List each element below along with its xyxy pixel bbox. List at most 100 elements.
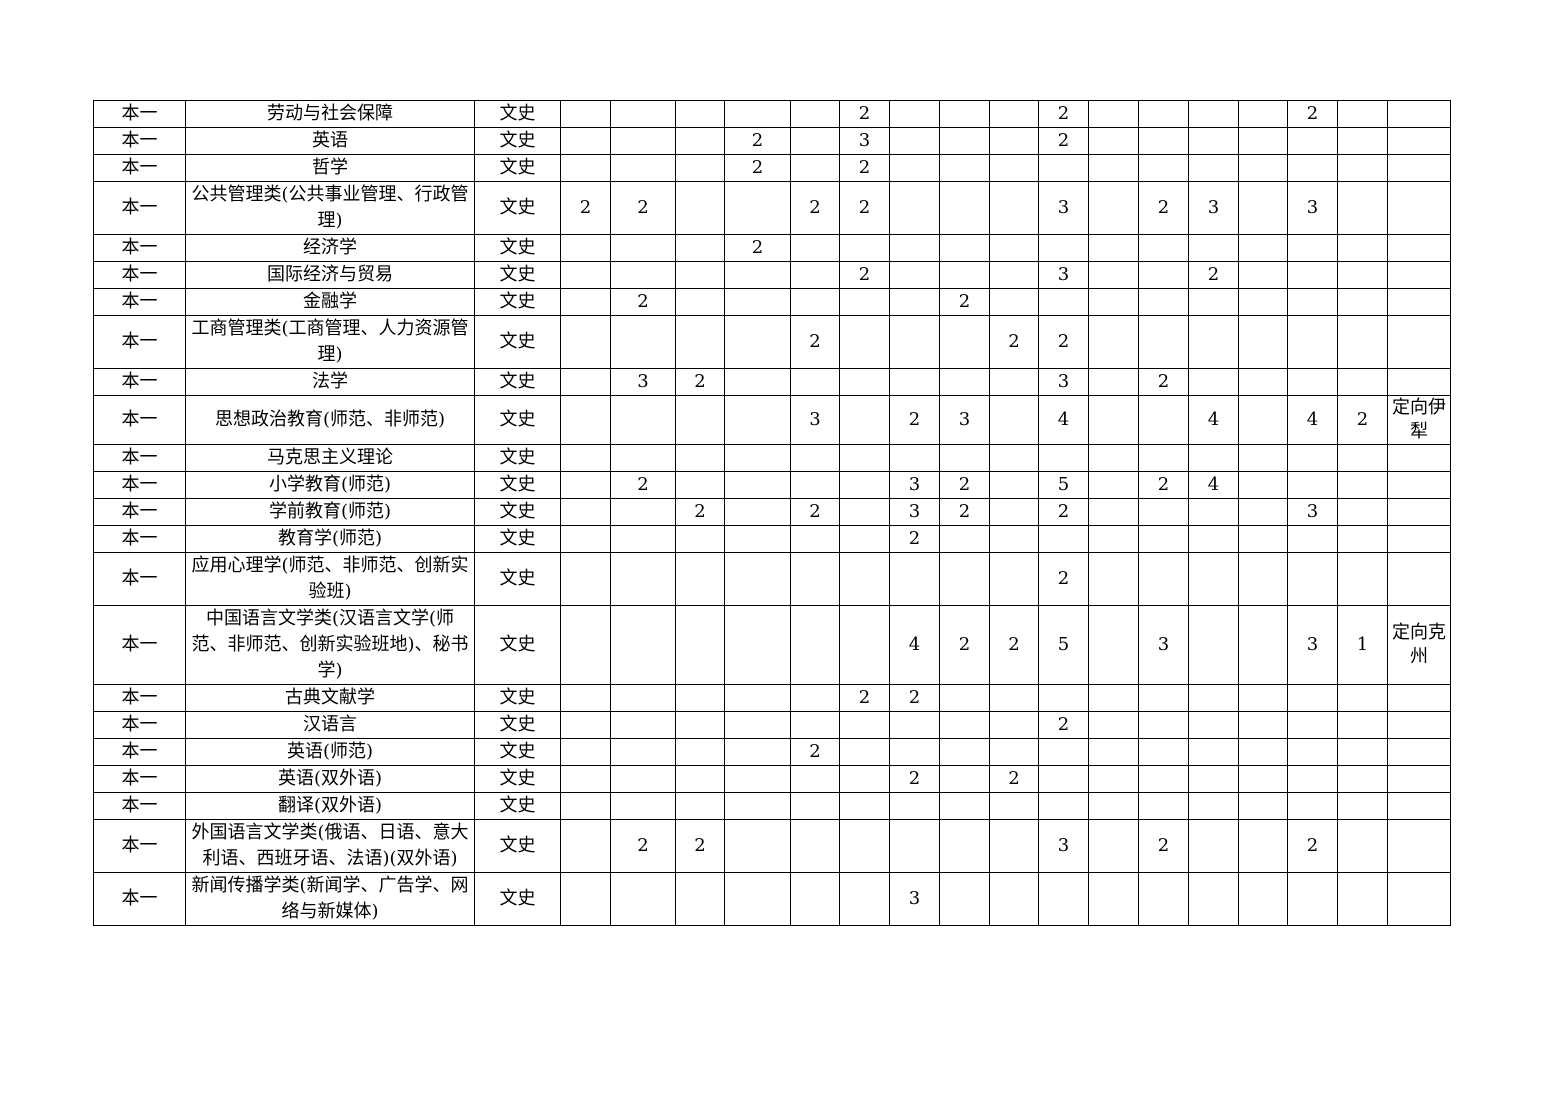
quota-cell xyxy=(560,154,611,182)
table-row: 本一 工商管理类(工商管理、人力资源管理) 文史 2 2 2 xyxy=(93,315,1451,369)
level-cell: 本一 xyxy=(93,605,186,685)
quota-cell xyxy=(1188,315,1239,369)
quota-cell xyxy=(839,792,890,820)
major-cell: 中国语言文学类(汉语言文学(师范、非师范、创新实验班地)、秘书学) xyxy=(185,605,475,685)
quota-cell xyxy=(939,315,990,369)
table-row: 本一 应用心理学(师范、非师范、创新实验班) 文史 2 xyxy=(93,552,1451,606)
quota-cell xyxy=(839,738,890,766)
quota-cell xyxy=(610,738,676,766)
quota-cell xyxy=(839,819,890,873)
quota-cell xyxy=(675,234,725,262)
quota-cell xyxy=(1287,315,1338,369)
quota-cell xyxy=(1287,684,1338,712)
category-cell: 文史 xyxy=(474,525,561,553)
quota-cell xyxy=(1238,444,1288,472)
quota-cell xyxy=(610,552,676,606)
remark-cell xyxy=(1387,154,1451,182)
quota-cell xyxy=(1287,261,1338,289)
quota-cell xyxy=(1238,765,1288,793)
quota-cell xyxy=(1287,154,1338,182)
table-row: 本一 英语(师范) 文史 2 xyxy=(93,738,1451,766)
quota-cell xyxy=(610,127,676,155)
table-row: 本一 思想政治教育(师范、非师范) 文史 3 2 3 4 4 4 2 定向伊犁 xyxy=(93,395,1451,445)
quota-cell: 5 xyxy=(1038,605,1089,685)
quota-cell xyxy=(1238,181,1288,235)
quota-cell xyxy=(724,444,791,472)
table-body: 本一 劳动与社会保障 文史 2 2 2 本一 英语 文史 2 3 2 本一 哲学 文史 2 2 本一 公共管理类(公… xyxy=(93,100,1451,926)
quota-cell xyxy=(790,525,840,553)
quota-cell xyxy=(610,792,676,820)
table-row: 本一 古典文献学 文史 2 2 xyxy=(93,684,1451,712)
quota-cell xyxy=(1287,234,1338,262)
quota-cell: 2 xyxy=(1138,181,1189,235)
quota-cell xyxy=(560,711,611,739)
quota-cell: 2 xyxy=(1038,552,1089,606)
major-cell: 公共管理类(公共事业管理、行政管理) xyxy=(185,181,475,235)
remark-cell xyxy=(1387,525,1451,553)
quota-cell: 3 xyxy=(1038,261,1089,289)
quota-cell xyxy=(1138,154,1189,182)
quota-cell xyxy=(610,234,676,262)
quota-cell xyxy=(610,100,676,128)
quota-cell xyxy=(610,395,676,445)
quota-cell xyxy=(1337,234,1388,262)
quota-cell xyxy=(839,552,890,606)
quota-cell xyxy=(675,872,725,926)
major-cell: 小学教育(师范) xyxy=(185,471,475,499)
quota-cell: 2 xyxy=(939,288,990,316)
quota-cell xyxy=(989,552,1039,606)
quota-cell xyxy=(675,471,725,499)
quota-cell xyxy=(1138,395,1189,445)
quota-cell xyxy=(724,552,791,606)
quota-cell xyxy=(610,872,676,926)
quota-cell: 3 xyxy=(1287,498,1338,526)
quota-cell xyxy=(1337,100,1388,128)
quota-cell xyxy=(610,711,676,739)
quota-cell xyxy=(790,471,840,499)
quota-cell xyxy=(675,127,725,155)
quota-cell: 2 xyxy=(1038,100,1089,128)
quota-cell xyxy=(1337,872,1388,926)
quota-cell xyxy=(939,234,990,262)
quota-cell xyxy=(790,288,840,316)
quota-cell: 2 xyxy=(610,819,676,873)
quota-cell xyxy=(989,444,1039,472)
quota-cell xyxy=(1038,234,1089,262)
quota-cell: 2 xyxy=(1038,127,1089,155)
quota-cell xyxy=(1038,684,1089,712)
quota-cell xyxy=(1138,738,1189,766)
quota-cell xyxy=(1287,525,1338,553)
table-row: 本一 哲学 文史 2 2 xyxy=(93,154,1451,182)
quota-cell xyxy=(989,711,1039,739)
quota-cell xyxy=(790,765,840,793)
quota-cell xyxy=(1238,471,1288,499)
quota-cell xyxy=(1337,288,1388,316)
quota-cell xyxy=(1138,792,1189,820)
quota-cell xyxy=(939,525,990,553)
quota-cell xyxy=(610,684,676,712)
level-cell: 本一 xyxy=(93,872,186,926)
remark-cell xyxy=(1387,711,1451,739)
remark-cell xyxy=(1387,872,1451,926)
quota-cell: 4 xyxy=(889,605,940,685)
table-row: 本一 马克思主义理论 文史 xyxy=(93,444,1451,472)
quota-cell xyxy=(989,471,1039,499)
quota-cell xyxy=(989,872,1039,926)
level-cell: 本一 xyxy=(93,234,186,262)
quota-cell: 2 xyxy=(1038,711,1089,739)
quota-cell xyxy=(1287,792,1338,820)
level-cell: 本一 xyxy=(93,315,186,369)
quota-cell xyxy=(560,525,611,553)
level-cell: 本一 xyxy=(93,684,186,712)
quota-cell xyxy=(889,100,940,128)
quota-cell xyxy=(989,525,1039,553)
category-cell: 文史 xyxy=(474,792,561,820)
quota-cell xyxy=(560,819,611,873)
quota-cell xyxy=(790,100,840,128)
quota-cell xyxy=(1138,288,1189,316)
quota-cell: 2 xyxy=(839,181,890,235)
quota-cell: 2 xyxy=(889,684,940,712)
table-row: 本一 教育学(师范) 文史 2 xyxy=(93,525,1451,553)
quota-cell xyxy=(1287,765,1338,793)
quota-cell: 2 xyxy=(1138,819,1189,873)
